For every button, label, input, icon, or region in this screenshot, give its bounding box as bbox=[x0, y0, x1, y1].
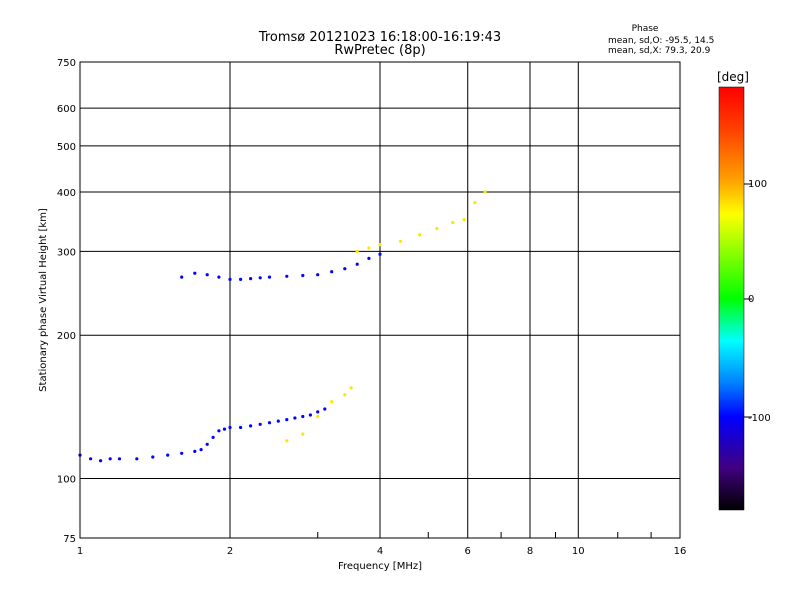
data-point bbox=[349, 386, 353, 390]
data-point bbox=[378, 252, 382, 256]
x-tick-label: 8 bbox=[527, 546, 533, 557]
data-point bbox=[308, 413, 312, 417]
x-axis-ticks: 1 2 4 6 8 10 16 bbox=[77, 532, 687, 557]
y-tick-label: 750 bbox=[57, 58, 76, 69]
colorbar-tick-label-0: 0 bbox=[748, 294, 754, 305]
chart-subtitle: RwPretec (8p) bbox=[334, 43, 425, 58]
data-point bbox=[180, 451, 184, 455]
data-point bbox=[249, 424, 253, 428]
data-point bbox=[199, 448, 203, 452]
data-point bbox=[285, 439, 289, 443]
x-tick-label: 4 bbox=[377, 546, 383, 557]
data-point bbox=[267, 275, 272, 279]
data-point bbox=[316, 410, 320, 414]
data-point bbox=[228, 425, 232, 430]
data-point bbox=[316, 273, 320, 277]
data-point bbox=[301, 273, 305, 278]
y-tick-label: 600 bbox=[57, 104, 76, 115]
data-point bbox=[285, 274, 289, 278]
y-tick-label: 100 bbox=[57, 475, 76, 486]
y-axis-ticks: 75 100 200 300 400 500 600 750 bbox=[57, 58, 76, 545]
data-point bbox=[222, 427, 227, 431]
data-point bbox=[258, 276, 262, 280]
data-point bbox=[378, 243, 382, 247]
x-tick-label: 6 bbox=[465, 546, 471, 557]
stats-title: Phase bbox=[632, 24, 659, 34]
x-tick-label: 1 bbox=[77, 546, 83, 557]
data-point bbox=[473, 201, 477, 205]
data-point bbox=[108, 457, 112, 461]
data-point bbox=[99, 459, 103, 463]
data-point bbox=[417, 233, 422, 237]
data-point bbox=[343, 267, 347, 271]
y-axis-label: Stationary phase Virtual Height [km] bbox=[38, 208, 49, 392]
y-tick-label: 500 bbox=[57, 142, 76, 153]
y-tick-label: 75 bbox=[63, 534, 76, 545]
data-point bbox=[330, 400, 334, 404]
data-point bbox=[166, 453, 170, 457]
data-point bbox=[301, 432, 305, 436]
data-point bbox=[343, 393, 347, 397]
data-point bbox=[211, 435, 215, 439]
data-point bbox=[323, 407, 327, 411]
grid-lines bbox=[80, 62, 680, 538]
data-point bbox=[451, 220, 455, 225]
data-point bbox=[151, 455, 155, 459]
data-point bbox=[249, 277, 253, 281]
data-point bbox=[217, 429, 221, 433]
data-point bbox=[316, 414, 320, 419]
data-point bbox=[399, 239, 403, 243]
plot-frame bbox=[79, 61, 681, 539]
colorbar-tick-label-minus100: -100 bbox=[748, 413, 771, 424]
data-point bbox=[193, 271, 197, 275]
stats-x-mode: mean, sd,X: 79.3, 20.9 bbox=[608, 46, 711, 56]
x-tick-label: 10 bbox=[572, 546, 585, 557]
y-tick-label: 400 bbox=[57, 188, 76, 199]
colorbar-label: [deg] bbox=[717, 70, 749, 84]
y-tick-label: 300 bbox=[57, 247, 76, 258]
data-point bbox=[462, 218, 466, 222]
data-point bbox=[239, 277, 243, 281]
chart-title: Tromsø 20121023 16:18:00-16:19:43 bbox=[258, 30, 501, 45]
data-point bbox=[483, 190, 487, 194]
x-tick-label: 2 bbox=[227, 546, 233, 557]
data-point bbox=[355, 249, 359, 253]
data-point bbox=[267, 421, 272, 425]
x-axis-label: Frequency [MHz] bbox=[338, 561, 422, 572]
colorbar-tick-label-100: 100 bbox=[748, 179, 767, 190]
stats-o-mode: mean, sd,O: -95.5, 14.5 bbox=[608, 36, 714, 46]
x-tick-label: 16 bbox=[674, 546, 687, 557]
data-point bbox=[117, 457, 122, 461]
y-tick-label: 200 bbox=[57, 331, 76, 342]
colorbar bbox=[718, 86, 745, 511]
data-point bbox=[217, 275, 221, 279]
data-point bbox=[205, 273, 209, 277]
data-point bbox=[285, 418, 289, 422]
scatter-points bbox=[78, 190, 487, 463]
data-point bbox=[276, 419, 280, 423]
data-point bbox=[193, 449, 197, 453]
data-point bbox=[367, 256, 371, 260]
data-point bbox=[355, 262, 359, 266]
data-point bbox=[330, 270, 334, 274]
data-point bbox=[228, 277, 232, 281]
data-point bbox=[239, 425, 243, 430]
data-point bbox=[367, 246, 371, 250]
data-point bbox=[89, 457, 93, 461]
data-point bbox=[293, 416, 297, 420]
data-point bbox=[135, 457, 139, 461]
data-point bbox=[180, 275, 184, 279]
data-point bbox=[258, 422, 262, 426]
data-point bbox=[205, 442, 209, 446]
data-point bbox=[301, 414, 305, 419]
data-point bbox=[435, 227, 439, 231]
